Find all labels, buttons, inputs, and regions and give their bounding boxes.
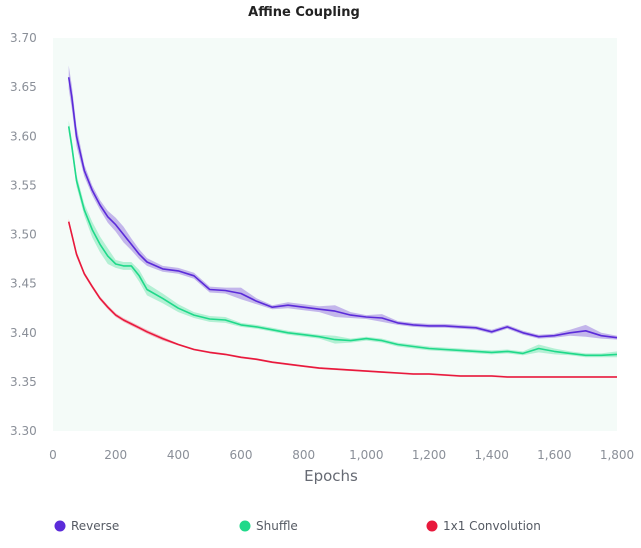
x-tick-label: 1,200 bbox=[412, 448, 446, 462]
series-line-1 bbox=[67, 126, 618, 357]
series-line-2 bbox=[67, 221, 617, 378]
series-line-0 bbox=[67, 77, 618, 339]
x-tick-label: 1,000 bbox=[349, 448, 383, 462]
legend-label: 1x1 Convolution bbox=[443, 519, 541, 533]
x-tick-label: 600 bbox=[230, 448, 253, 462]
legend-label: Shuffle bbox=[256, 519, 298, 533]
legend-marker bbox=[239, 520, 251, 532]
y-axis-ticks: 3.30 3.35 3.40 3.45 3.50 3.55 3.60 3.65 3.70 bbox=[10, 31, 37, 438]
legend-marker bbox=[54, 520, 66, 532]
legend-label: Reverse bbox=[71, 519, 119, 533]
x-tick-label: 1,400 bbox=[474, 448, 508, 462]
x-tick-label: 1,800 bbox=[600, 448, 634, 462]
y-tick-label: 3.70 bbox=[10, 31, 37, 45]
x-tick-label: 0 bbox=[49, 448, 57, 462]
legend-marker bbox=[426, 520, 438, 532]
x-tick-label: 400 bbox=[167, 448, 190, 462]
y-tick-label: 3.45 bbox=[10, 277, 37, 291]
legend: Reverse Shuffle 1x1 Convolution bbox=[54, 519, 541, 533]
y-tick-label: 3.65 bbox=[10, 80, 37, 94]
y-tick-label: 3.30 bbox=[10, 424, 37, 438]
y-tick-label: 3.55 bbox=[10, 178, 37, 192]
x-axis-title: Epochs bbox=[304, 467, 358, 485]
y-tick-label: 3.60 bbox=[10, 129, 37, 143]
x-tick-label: 200 bbox=[104, 448, 127, 462]
series-lines bbox=[67, 77, 618, 378]
x-tick-label: 800 bbox=[292, 448, 315, 462]
y-tick-label: 3.35 bbox=[10, 375, 37, 389]
y-tick-label: 3.40 bbox=[10, 326, 37, 340]
x-axis-ticks: 0 200 400 600 800 1,000 1,200 1,400 1,600 1,800 bbox=[49, 448, 634, 462]
x-tick-label: 1,600 bbox=[537, 448, 571, 462]
chart-title: Affine Coupling bbox=[248, 5, 360, 20]
plot-area bbox=[53, 38, 617, 431]
y-tick-label: 3.50 bbox=[10, 228, 37, 242]
